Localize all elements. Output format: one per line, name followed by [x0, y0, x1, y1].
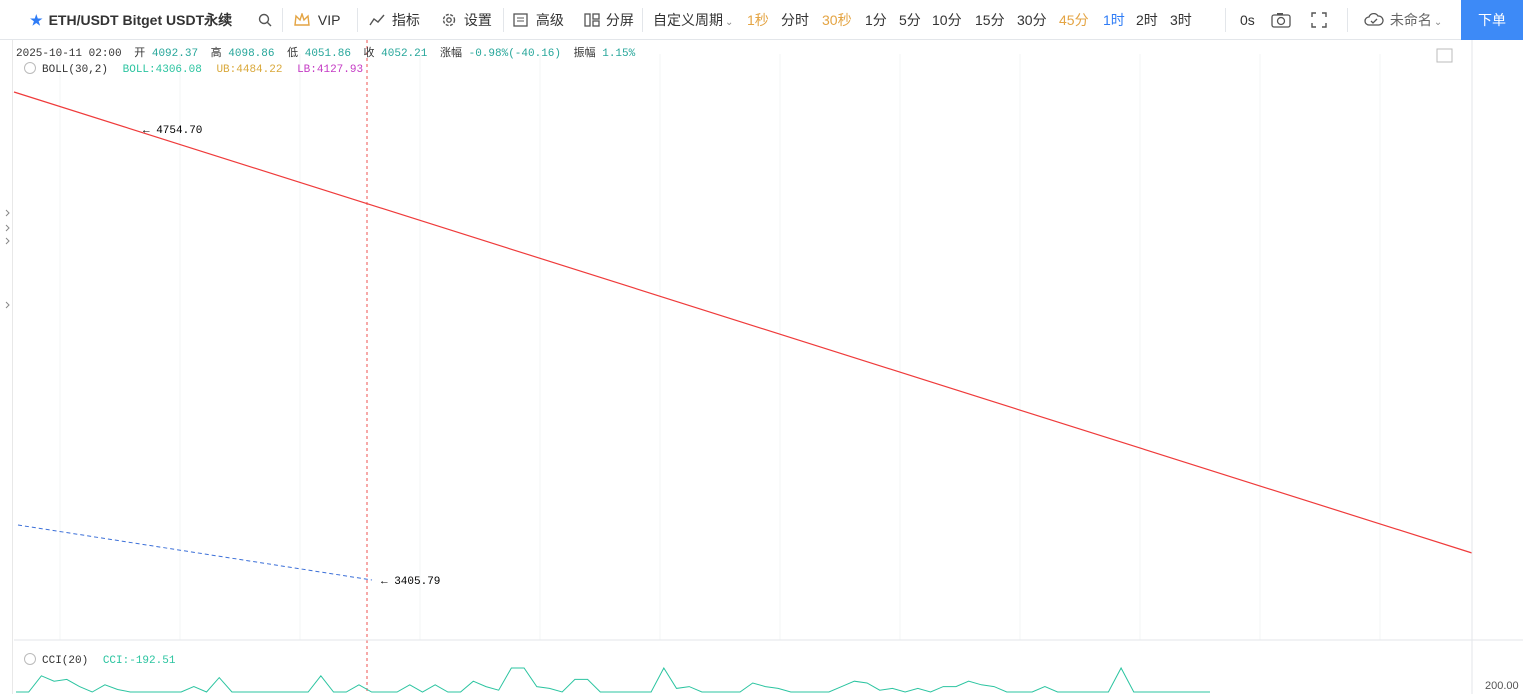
indicators-button[interactable]: 指标	[369, 0, 420, 40]
boll-name: BOLL(30,2)	[42, 64, 109, 76]
interval-timeline[interactable]: 分时	[781, 12, 809, 28]
boll-upper-value: UB:4484.22	[216, 64, 283, 76]
gear-icon	[441, 12, 457, 28]
interval-1s[interactable]: 1秒	[747, 12, 769, 28]
cci-pane: 200.00	[14, 639, 1523, 693]
boll-legend: BOLL(30,2) BOLL:4306.08 UB:4484.22 LB:41…	[24, 62, 363, 76]
interval-1m[interactable]: 1分	[865, 12, 887, 28]
order-button[interactable]: 下单	[1461, 0, 1523, 40]
search-icon[interactable]	[258, 0, 272, 40]
interval-10m[interactable]: 10分	[932, 12, 962, 28]
interval-30s[interactable]: 30秒	[822, 12, 852, 28]
ohlc-legend: 2025-10-11 02:00 开 4092.37 高 4098.86 低 4…	[16, 48, 636, 60]
indicator-icon	[369, 12, 385, 28]
expand-icon	[1436, 48, 1453, 63]
star-icon[interactable]: ★	[30, 12, 43, 28]
dashed-trend-line	[17, 524, 373, 581]
legend-change: -0.98%(-40.16)	[468, 48, 562, 60]
symbol-selector[interactable]: ★ ETH/USDT Bitget USDT永续	[30, 0, 232, 40]
cci-name: CCI(20)	[42, 655, 89, 667]
collapse-toggle-icon[interactable]	[24, 62, 36, 74]
custom-period-dropdown[interactable]: 自定义周期 ⌄	[653, 12, 734, 28]
legend-open: 4092.37	[151, 48, 199, 60]
legend-close: 4052.21	[381, 48, 428, 60]
interval-30m[interactable]: 30分	[1017, 12, 1047, 28]
high-marker: ← 4754.70	[143, 125, 202, 137]
split-screen-button[interactable]: 分屏	[584, 0, 634, 40]
interval-1h[interactable]: 1时	[1103, 12, 1125, 28]
legend-amplitude: 1.15%	[602, 48, 636, 60]
cci-axis-label: 200.00	[1485, 680, 1519, 692]
price-axis: 3851.573714.35	[1471, 40, 1473, 694]
camera-icon[interactable]	[1271, 0, 1291, 40]
chevron-down-icon: ⌄	[725, 17, 734, 28]
cci-line	[16, 666, 1210, 693]
legend-low: 4051.86	[304, 48, 351, 60]
price-chart[interactable]: 100.0%(4855.17)78.6%(4624.50)61.8%(4364.…	[0, 40, 1523, 694]
boll-mid-value: BOLL:4306.08	[122, 64, 202, 76]
symbol-name: ETH/USDT Bitget USDT永续	[48, 12, 233, 28]
low-marker: ← 3405.79	[381, 576, 440, 588]
interval-2h[interactable]: 2时	[1136, 12, 1158, 28]
cci-legend: CCI(20) CCI:-192.51	[24, 653, 175, 667]
collapse-toggle-icon[interactable]	[24, 653, 36, 665]
advanced-button[interactable]: 高级	[513, 0, 564, 40]
interval-5m[interactable]: 5分	[899, 12, 921, 28]
chevron-down-icon: ⌄	[1433, 17, 1443, 28]
layout-name-dropdown[interactable]: 未命名 ⌄	[1364, 0, 1442, 40]
vip-button[interactable]: VIP	[294, 0, 340, 40]
cci-value: CCI:-192.51	[102, 655, 176, 667]
interval-15m[interactable]: 15分	[975, 12, 1005, 28]
legend-high: 4098.86	[228, 48, 275, 60]
cloud-icon	[1364, 12, 1384, 28]
crown-icon	[294, 11, 310, 28]
drawings: ← 4754.70 ← 3405.79	[13, 40, 1473, 694]
strip-arrows	[5, 209, 10, 309]
top-toolbar: ★ ETH/USDT Bitget USDT永续 VIP 指标 设置 高级 分屏 …	[0, 0, 1523, 40]
interval-3h[interactable]: 3时	[1170, 12, 1192, 28]
legend-date: 2025-10-11 02:00	[16, 48, 122, 60]
chart-grid	[59, 54, 1381, 640]
fullscreen-icon[interactable]	[1311, 0, 1327, 40]
boll-lower-value: LB:4127.93	[297, 64, 364, 76]
split-icon	[584, 12, 600, 28]
trend-line	[13, 91, 1473, 554]
interval-45m[interactable]: 45分	[1059, 12, 1089, 28]
chart-window-icon	[513, 12, 529, 28]
drawing-toolbar-strip[interactable]	[0, 40, 13, 694]
countdown-timer: 0s	[1240, 12, 1255, 28]
settings-button[interactable]: 设置	[441, 0, 492, 40]
